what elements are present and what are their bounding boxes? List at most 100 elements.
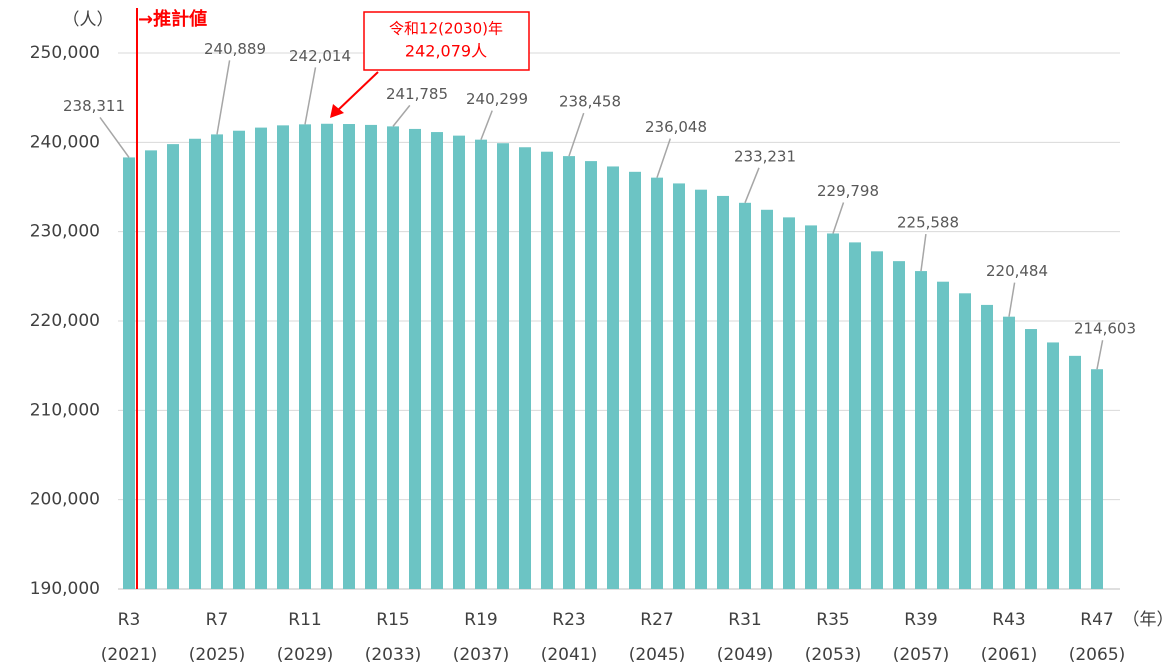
x-tick-year: (2021) <box>101 645 158 665</box>
bar <box>805 225 817 589</box>
y-tick-label: 240,000 <box>30 132 100 152</box>
y-tick-label: 230,000 <box>30 222 100 242</box>
x-tick-year: (2041) <box>541 645 598 665</box>
leader-line <box>568 112 585 157</box>
bar <box>167 144 179 589</box>
x-tick-year: (2045) <box>629 645 686 665</box>
leader-line <box>744 167 760 204</box>
bar <box>849 242 861 590</box>
x-tick-label: R39 <box>904 610 937 630</box>
bar <box>1025 329 1037 589</box>
y-tick-label: 250,000 <box>30 43 100 63</box>
x-tick-year: (2053) <box>805 645 862 665</box>
x-tick-year: (2061) <box>981 645 1038 665</box>
x-tick-label: R23 <box>552 610 585 630</box>
bar <box>761 209 773 589</box>
bar <box>365 124 377 589</box>
bar <box>431 132 443 589</box>
x-tick-year: (2057) <box>893 645 950 665</box>
x-tick-year: (2029) <box>277 645 334 665</box>
leader-line <box>304 67 317 125</box>
bar <box>585 161 597 590</box>
y-tick-label: 200,000 <box>30 490 100 510</box>
value-label: 241,785 <box>386 85 448 103</box>
bar <box>475 139 487 589</box>
bar <box>695 189 707 589</box>
bar <box>651 177 663 589</box>
bar <box>519 147 531 589</box>
bar <box>233 130 245 589</box>
bar <box>783 217 795 589</box>
callout-arrow <box>335 71 379 113</box>
bar <box>1091 369 1103 589</box>
leader-line <box>832 202 845 234</box>
x-tick-label: R47 <box>1080 610 1113 630</box>
x-tick-label: R3 <box>118 610 141 630</box>
bar <box>453 135 465 589</box>
bar <box>959 293 971 589</box>
x-tick-label: R11 <box>288 610 321 630</box>
value-label: 240,889 <box>204 40 266 58</box>
bar <box>827 233 839 590</box>
x-tick-year: (2037) <box>453 645 510 665</box>
bar <box>497 143 509 589</box>
bar <box>563 156 575 590</box>
bar <box>1069 355 1081 589</box>
x-tick-year: (2049) <box>717 645 774 665</box>
value-label: 225,588 <box>897 214 959 232</box>
value-label: 238,458 <box>559 93 621 111</box>
leader-line <box>99 116 130 158</box>
y-tick-label: 210,000 <box>30 400 100 420</box>
leader-line <box>920 233 927 272</box>
leader-line <box>656 138 672 178</box>
value-label: 242,014 <box>289 47 351 65</box>
leader-line <box>392 104 411 127</box>
x-tick-label: R35 <box>816 610 849 630</box>
leader-line <box>480 110 493 140</box>
estimate-marker: →推計値 <box>138 8 207 30</box>
value-label: 229,798 <box>817 182 879 200</box>
bar <box>387 126 399 590</box>
bar <box>717 195 729 589</box>
value-label: 220,484 <box>986 262 1048 280</box>
bar <box>1047 342 1059 589</box>
leader-line <box>216 60 231 135</box>
x-tick-year: (2033) <box>365 645 422 665</box>
x-tick-label: R31 <box>728 610 761 630</box>
bar <box>871 251 883 589</box>
bar <box>673 183 685 589</box>
bar <box>299 124 311 589</box>
leader-line <box>1008 282 1016 317</box>
bar <box>321 123 333 590</box>
callout-line: 242,079人 <box>405 42 487 61</box>
x-tick-year: (2025) <box>189 645 246 665</box>
bar <box>739 202 751 589</box>
callout-box <box>363 11 530 71</box>
y-unit: （人） <box>63 10 114 30</box>
bar <box>893 261 905 589</box>
bar <box>915 271 927 589</box>
x-unit: （年） <box>1123 610 1172 630</box>
x-tick-label: R27 <box>640 610 673 630</box>
bar <box>277 125 289 590</box>
callout-line: 令和12(2030)年 <box>389 20 503 38</box>
bar <box>607 166 619 589</box>
bar <box>211 134 223 589</box>
value-label: 238,311 <box>63 97 125 115</box>
bar <box>343 124 355 590</box>
bar <box>189 138 201 589</box>
bar <box>1003 316 1015 589</box>
value-label: 236,048 <box>645 118 707 136</box>
leader-line <box>1096 340 1104 370</box>
x-tick-year: (2065) <box>1069 645 1126 665</box>
callout-arrowhead <box>330 104 344 118</box>
x-tick-label: R7 <box>206 610 229 630</box>
bar <box>937 281 949 589</box>
bar <box>255 127 267 590</box>
x-tick-label: R15 <box>376 610 409 630</box>
value-label: 240,299 <box>466 90 528 108</box>
bar <box>409 128 421 589</box>
value-label: 214,603 <box>1074 320 1136 338</box>
y-tick-label: 220,000 <box>30 311 100 331</box>
